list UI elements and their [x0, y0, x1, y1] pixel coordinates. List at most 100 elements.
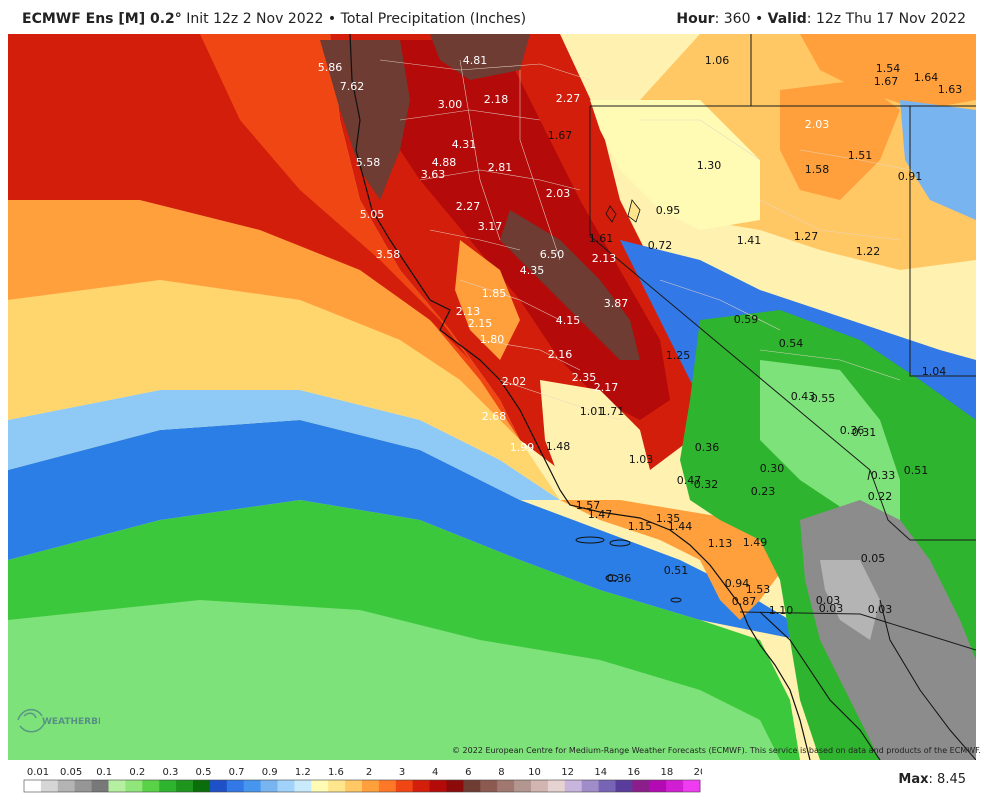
precip-value-label: 5.05 — [360, 208, 385, 221]
great-salt-lake — [627, 199, 641, 223]
legend-swatch — [362, 780, 380, 792]
precip-value-label: 1.53 — [746, 583, 771, 596]
precip-value-label: 0.03 — [868, 603, 893, 616]
ocean-dark-red-band — [8, 34, 470, 360]
legend-swatches — [23, 779, 701, 793]
precip-value-label: 0.33 — [871, 469, 896, 482]
precip-value-label: 1.58 — [805, 163, 830, 176]
legend-swatch — [209, 780, 228, 792]
legend-swatch — [480, 780, 498, 792]
legend-swatch — [683, 780, 701, 792]
precip-value-label: 1.80 — [480, 333, 505, 346]
legend-swatch — [311, 780, 329, 792]
precip-value-label: 2.35 — [572, 371, 597, 384]
legend-tick-label: 20 — [694, 767, 702, 778]
legend-swatch — [666, 780, 684, 792]
coastal-range-brown-area — [320, 40, 410, 200]
color-legend: 0.01 0.05 0.1 0.2 0.3 0.5 0.7 0.9 1.2 1.6 2 3 4 6 8 10 1… — [23, 767, 702, 793]
ocean-light-green-band — [8, 600, 780, 760]
logo-text: WEATHERBELL — [42, 717, 100, 727]
legend-tick-label: 8 — [498, 767, 504, 778]
precip-value-label: 1.51 — [848, 149, 873, 162]
legend-swatch — [159, 780, 177, 792]
channel-island — [605, 574, 619, 582]
precip-value-label: 2.13 — [456, 305, 481, 318]
legend-swatch — [125, 780, 143, 792]
ocean-blue-band — [8, 420, 800, 640]
max-value: Max: 8.45 — [898, 772, 966, 787]
precip-value-label: 1.10 — [769, 604, 794, 617]
precip-value-label: 1.30 — [697, 159, 722, 172]
legend-swatch — [108, 780, 126, 792]
precip-value-label: 0.32 — [694, 478, 719, 491]
legend-swatch — [531, 780, 549, 792]
legend-swatch — [463, 780, 481, 792]
precip-value-label: 1.64 — [914, 71, 939, 84]
precip-value-label: 0.36 — [607, 572, 632, 585]
max-label: Max — [898, 772, 929, 787]
copyright-text: © 2022 European Centre for Medium-Range … — [452, 746, 981, 755]
legend-swatch — [294, 780, 312, 792]
legend-tick-label: 10 — [528, 767, 541, 778]
precip-value-label: 0.36 — [840, 424, 865, 437]
precip-value-label: 4.31 — [452, 138, 477, 151]
precip-value-label: 1.47 — [588, 508, 613, 521]
precip-value-label: 0.94 — [725, 577, 750, 590]
precip-value-label: 7.62 — [340, 80, 365, 93]
precip-value-label: 5.58 — [356, 156, 381, 169]
legend-swatch — [429, 780, 447, 792]
precip-value-label: 1.85 — [482, 287, 507, 300]
channel-island — [670, 597, 682, 603]
legend-tick-label: 0.3 — [162, 767, 178, 778]
precip-value-label: 1.57 — [576, 499, 601, 512]
legend-swatch — [632, 780, 650, 792]
legend-tick-label: 1.6 — [328, 767, 344, 778]
weatherbell-logo: WEATHERBELL — [17, 708, 100, 733]
product-name: Total Precipitation (Inches) — [340, 11, 527, 27]
hour-label: Hour — [676, 11, 715, 27]
valid-value: 12z Thu 17 Nov 2022 — [815, 11, 966, 27]
central-valley-orange — [455, 240, 520, 360]
precip-value-label: 1.44 — [668, 520, 693, 533]
legend-tick-labels: 0.01 0.05 0.1 0.2 0.3 0.5 0.7 0.9 1.2 1.6 2 3 4 6 8 10 1… — [27, 767, 702, 778]
precip-labels: 5.86 7.62 4.81 3.00 2.18 2.27 1.67 5.58 4.31 4.88… — [318, 54, 963, 617]
hour-value: 360 — [723, 11, 751, 27]
model-name: ECMWF Ens [M] 0.2 — [22, 11, 175, 27]
legend-swatch — [277, 780, 295, 792]
precip-value-label: 0.47 — [677, 474, 702, 487]
wyoming-orange — [800, 34, 976, 110]
legend-tick-label: 0.1 — [96, 767, 112, 778]
precip-value-label: 2.27 — [556, 92, 581, 105]
map-title: ECMWF Ens [M] 0.2° Init 12z 2 Nov 2022 •… — [22, 11, 527, 27]
precip-value-label: 2.16 — [548, 348, 573, 361]
precip-value-label: 1.35 — [656, 512, 681, 525]
county-lines — [379, 59, 911, 421]
precip-value-label: 0.87 — [732, 595, 757, 608]
legend-swatch — [24, 780, 42, 792]
precip-value-label: 3.58 — [376, 248, 401, 261]
valid-info: Hour: 360 • Valid: 12z Thu 17 Nov 2022 — [676, 11, 966, 27]
precip-value-label: 1.15 — [628, 520, 653, 533]
nevada-light-yellow — [590, 100, 760, 230]
legend-swatch — [328, 780, 346, 792]
legend-swatch — [91, 780, 109, 792]
utah-deep-orange — [780, 80, 900, 200]
legend-swatch — [446, 780, 464, 792]
precip-value-label: 0.22 — [868, 490, 893, 503]
precip-value-label: 2.03 — [805, 118, 830, 131]
baja-light-gray — [820, 560, 880, 640]
precip-value-label: 2.27 — [456, 200, 481, 213]
legend-tick-label: 2 — [366, 767, 372, 778]
socal-orange-coast — [560, 500, 790, 620]
precip-value-label: 1.22 — [856, 245, 881, 258]
precip-value-label: 4.35 — [520, 264, 545, 277]
precip-value-label: 1.01 — [580, 405, 605, 418]
legend-swatch — [260, 780, 278, 792]
sierra-brown-area — [500, 210, 640, 360]
legend-tick-label: 0.01 — [27, 767, 49, 778]
precip-value-label: 1.99 — [510, 441, 535, 454]
precip-value-label: 2.02 — [502, 375, 527, 388]
ocean-yellow-band — [8, 280, 560, 500]
legend-tick-label: 0.05 — [60, 767, 82, 778]
precip-value-label: 1.25 — [666, 349, 691, 362]
